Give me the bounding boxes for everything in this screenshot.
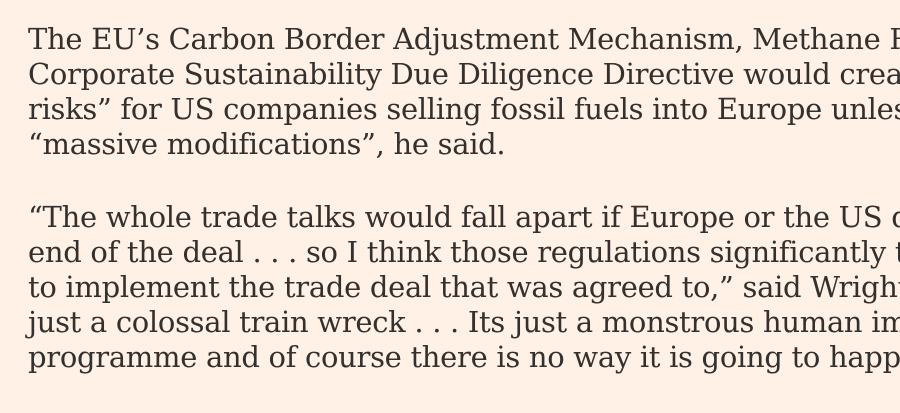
paragraph-2-line-5: programme and of course there is no way … [28,340,900,374]
paragraph-1-line-2: Corporate Sustainability Due Diligence D… [28,57,900,91]
paragraph-2-line-1: “The whole trade talks would fall apart … [28,200,900,234]
paragraph-2: “The whole trade talks would fall apart … [28,200,900,375]
paragraph-1: The EU’s Carbon Border Adjustment Mechan… [28,22,900,162]
paragraph-1-line-1: The EU’s Carbon Border Adjustment Mechan… [28,22,900,56]
paragraph-2-line-2: end of the deal . . . so I think those r… [28,235,900,269]
paragraph-1-line-3: risks” for US companies selling fossil f… [28,92,900,126]
paragraph-2-line-4: just a colossal train wreck . . . Its ju… [28,305,900,339]
paragraph-2-line-3: to implement the trade deal that was agr… [28,270,900,304]
paragraph-1-line-4: “massive modifications”, he said. [28,127,506,161]
